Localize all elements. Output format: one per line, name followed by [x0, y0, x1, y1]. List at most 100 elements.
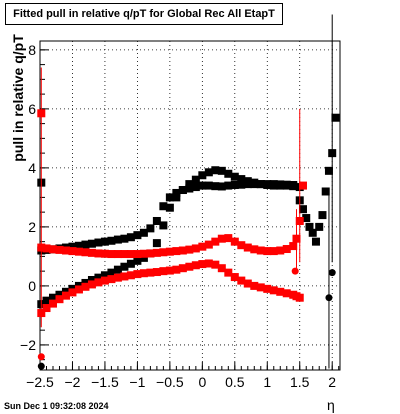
data-point [139, 253, 148, 262]
data-point [42, 296, 51, 305]
data-point [172, 265, 181, 274]
data-point [324, 166, 333, 175]
data-point [198, 171, 207, 180]
data-point [48, 245, 57, 254]
data-point [159, 248, 168, 257]
data-point [315, 222, 324, 231]
data-point [159, 221, 168, 230]
data-point [68, 288, 77, 297]
data-point [289, 182, 298, 191]
data-point [94, 238, 103, 247]
data-point [48, 293, 57, 302]
data-point [165, 247, 174, 256]
data-point [42, 304, 51, 313]
data-point [298, 181, 307, 190]
data-point [120, 234, 129, 243]
data-point [291, 267, 299, 275]
data-layer [37, 14, 340, 370]
data-point [204, 259, 213, 268]
data-point [120, 272, 129, 281]
data-point [178, 246, 187, 255]
data-point [100, 249, 109, 258]
y-tick-label: 0 [28, 278, 36, 294]
data-point [107, 236, 116, 245]
x-tick-label: −2.5 [26, 374, 54, 390]
data-point [217, 182, 226, 191]
data-point [185, 180, 194, 189]
data-point [269, 247, 278, 256]
data-point [243, 279, 252, 288]
data-point [302, 214, 311, 223]
data-point [263, 247, 272, 256]
data-point [191, 183, 200, 192]
data-point [298, 205, 307, 214]
data-point [178, 186, 187, 195]
data-point [224, 268, 233, 277]
data-point [172, 188, 181, 197]
data-point [152, 216, 161, 225]
data-point [165, 203, 174, 212]
data-point [152, 248, 161, 257]
timestamp: Sun Dec 1 09:32:08 2024 [4, 401, 109, 411]
data-point [120, 262, 129, 271]
data-point [321, 187, 330, 196]
data-point [211, 182, 220, 191]
data-point [185, 245, 194, 254]
data-point [146, 249, 155, 258]
data-point [94, 249, 103, 258]
data-point [165, 266, 174, 275]
data-point [107, 250, 116, 259]
data-point [159, 267, 168, 276]
data-point [185, 184, 194, 193]
data-point [211, 166, 220, 175]
data-point [237, 276, 246, 285]
data-point [139, 269, 148, 278]
axis-layer: −2.5 −2 −1.5 −1 −0.5 0 0.5 1 1.5 2 −2 0 2 4 6 8 [20, 42, 340, 390]
data-point [126, 271, 135, 280]
data-point [224, 234, 233, 243]
data-point [107, 268, 116, 277]
data-point [331, 113, 340, 122]
data-point [120, 250, 129, 259]
data-point [100, 271, 109, 280]
data-point [133, 256, 142, 265]
data-point [37, 362, 45, 370]
data-point [282, 245, 291, 254]
data-point [328, 269, 336, 277]
y-tick-label: 4 [28, 160, 36, 176]
data-point [42, 244, 51, 253]
data-point [55, 295, 64, 304]
data-point [152, 268, 161, 277]
data-point [211, 237, 220, 246]
data-point [250, 178, 259, 187]
data-point [146, 268, 155, 277]
data-point [100, 237, 109, 246]
data-point [230, 180, 239, 189]
data-point [113, 235, 122, 244]
grid-layer [39, 41, 340, 370]
data-point [159, 202, 168, 211]
data-point [48, 299, 57, 308]
data-point [224, 181, 233, 190]
data-point [165, 193, 174, 202]
data-point [311, 237, 320, 246]
data-point [107, 275, 116, 284]
data-point [172, 193, 181, 202]
data-point [126, 259, 135, 268]
data-point [126, 233, 135, 242]
data-point [198, 260, 207, 269]
data-point [81, 240, 90, 249]
x-tick-label: −2 [64, 374, 80, 390]
x-tick-label: −0.5 [156, 374, 184, 390]
data-point [230, 273, 239, 282]
data-point [113, 250, 122, 259]
x-tick-label: −1 [129, 374, 145, 390]
data-point [289, 242, 298, 251]
data-point [87, 239, 96, 248]
data-point [74, 247, 83, 256]
data-point [230, 172, 239, 181]
data-point [74, 285, 83, 294]
data-point [308, 228, 317, 237]
data-point [94, 278, 103, 287]
